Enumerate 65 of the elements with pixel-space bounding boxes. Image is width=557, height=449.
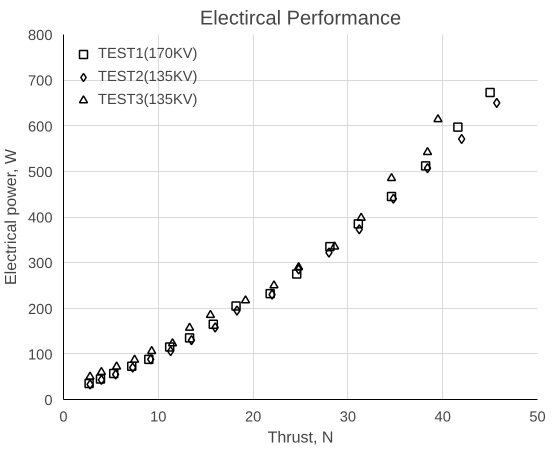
point <box>356 212 366 221</box>
point <box>184 333 194 343</box>
point <box>458 134 466 144</box>
point <box>108 368 118 378</box>
point <box>268 289 276 300</box>
point <box>146 354 154 365</box>
y-tick-label: 400 <box>28 210 53 226</box>
point <box>422 146 432 156</box>
point <box>231 301 241 311</box>
legend-label: TEST2(135KV) <box>98 69 198 85</box>
point <box>146 346 156 354</box>
x-tick-label: 50 <box>529 410 546 426</box>
point <box>112 369 120 380</box>
y-tick-label: 600 <box>28 119 53 136</box>
x-tick-label: 30 <box>340 410 356 426</box>
y-tick-label: 800 <box>28 28 53 44</box>
point <box>354 219 364 229</box>
point <box>420 161 430 171</box>
point <box>325 247 333 258</box>
y-tick-label: 700 <box>28 74 53 90</box>
point <box>208 319 218 329</box>
point <box>424 162 432 174</box>
point <box>206 310 216 318</box>
x-tick-label: 0 <box>59 410 68 426</box>
point <box>292 269 302 279</box>
point <box>325 242 335 252</box>
point <box>265 288 275 298</box>
point <box>166 346 174 356</box>
y-axis-title: Electrical power, W <box>3 148 20 286</box>
point <box>492 98 500 108</box>
point <box>112 361 122 370</box>
point <box>144 354 154 364</box>
legend-label: TEST1(170KV) <box>98 46 198 62</box>
chart-title: Electircal Performance <box>200 8 402 30</box>
point <box>433 114 443 122</box>
point <box>356 224 364 235</box>
x-tick-label: 10 <box>150 410 166 426</box>
point <box>390 194 398 204</box>
point <box>188 334 196 346</box>
point <box>386 192 396 202</box>
point <box>269 280 279 288</box>
x-tick-label: 20 <box>244 410 262 426</box>
y-tick-label: 100 <box>28 347 53 364</box>
point <box>453 122 463 132</box>
point <box>233 305 241 316</box>
point <box>294 262 304 270</box>
point <box>168 338 178 346</box>
x-tick-label: 40 <box>434 410 451 426</box>
point <box>240 295 250 304</box>
point <box>330 241 340 250</box>
point <box>184 322 194 331</box>
point <box>386 172 396 182</box>
y-tick-label: 300 <box>28 256 53 272</box>
point <box>85 371 95 380</box>
y-tick-label: 200 <box>28 302 53 318</box>
y-tick-label: 500 <box>28 164 53 181</box>
legend-label: TEST3(135KV) <box>98 92 198 108</box>
point <box>211 322 219 333</box>
point <box>130 354 140 363</box>
point <box>96 366 106 376</box>
point <box>294 264 302 275</box>
point <box>164 342 174 352</box>
y-tick-label: 0 <box>44 393 53 409</box>
x-axis-title: Thrust, N <box>268 430 334 446</box>
point <box>485 88 495 98</box>
